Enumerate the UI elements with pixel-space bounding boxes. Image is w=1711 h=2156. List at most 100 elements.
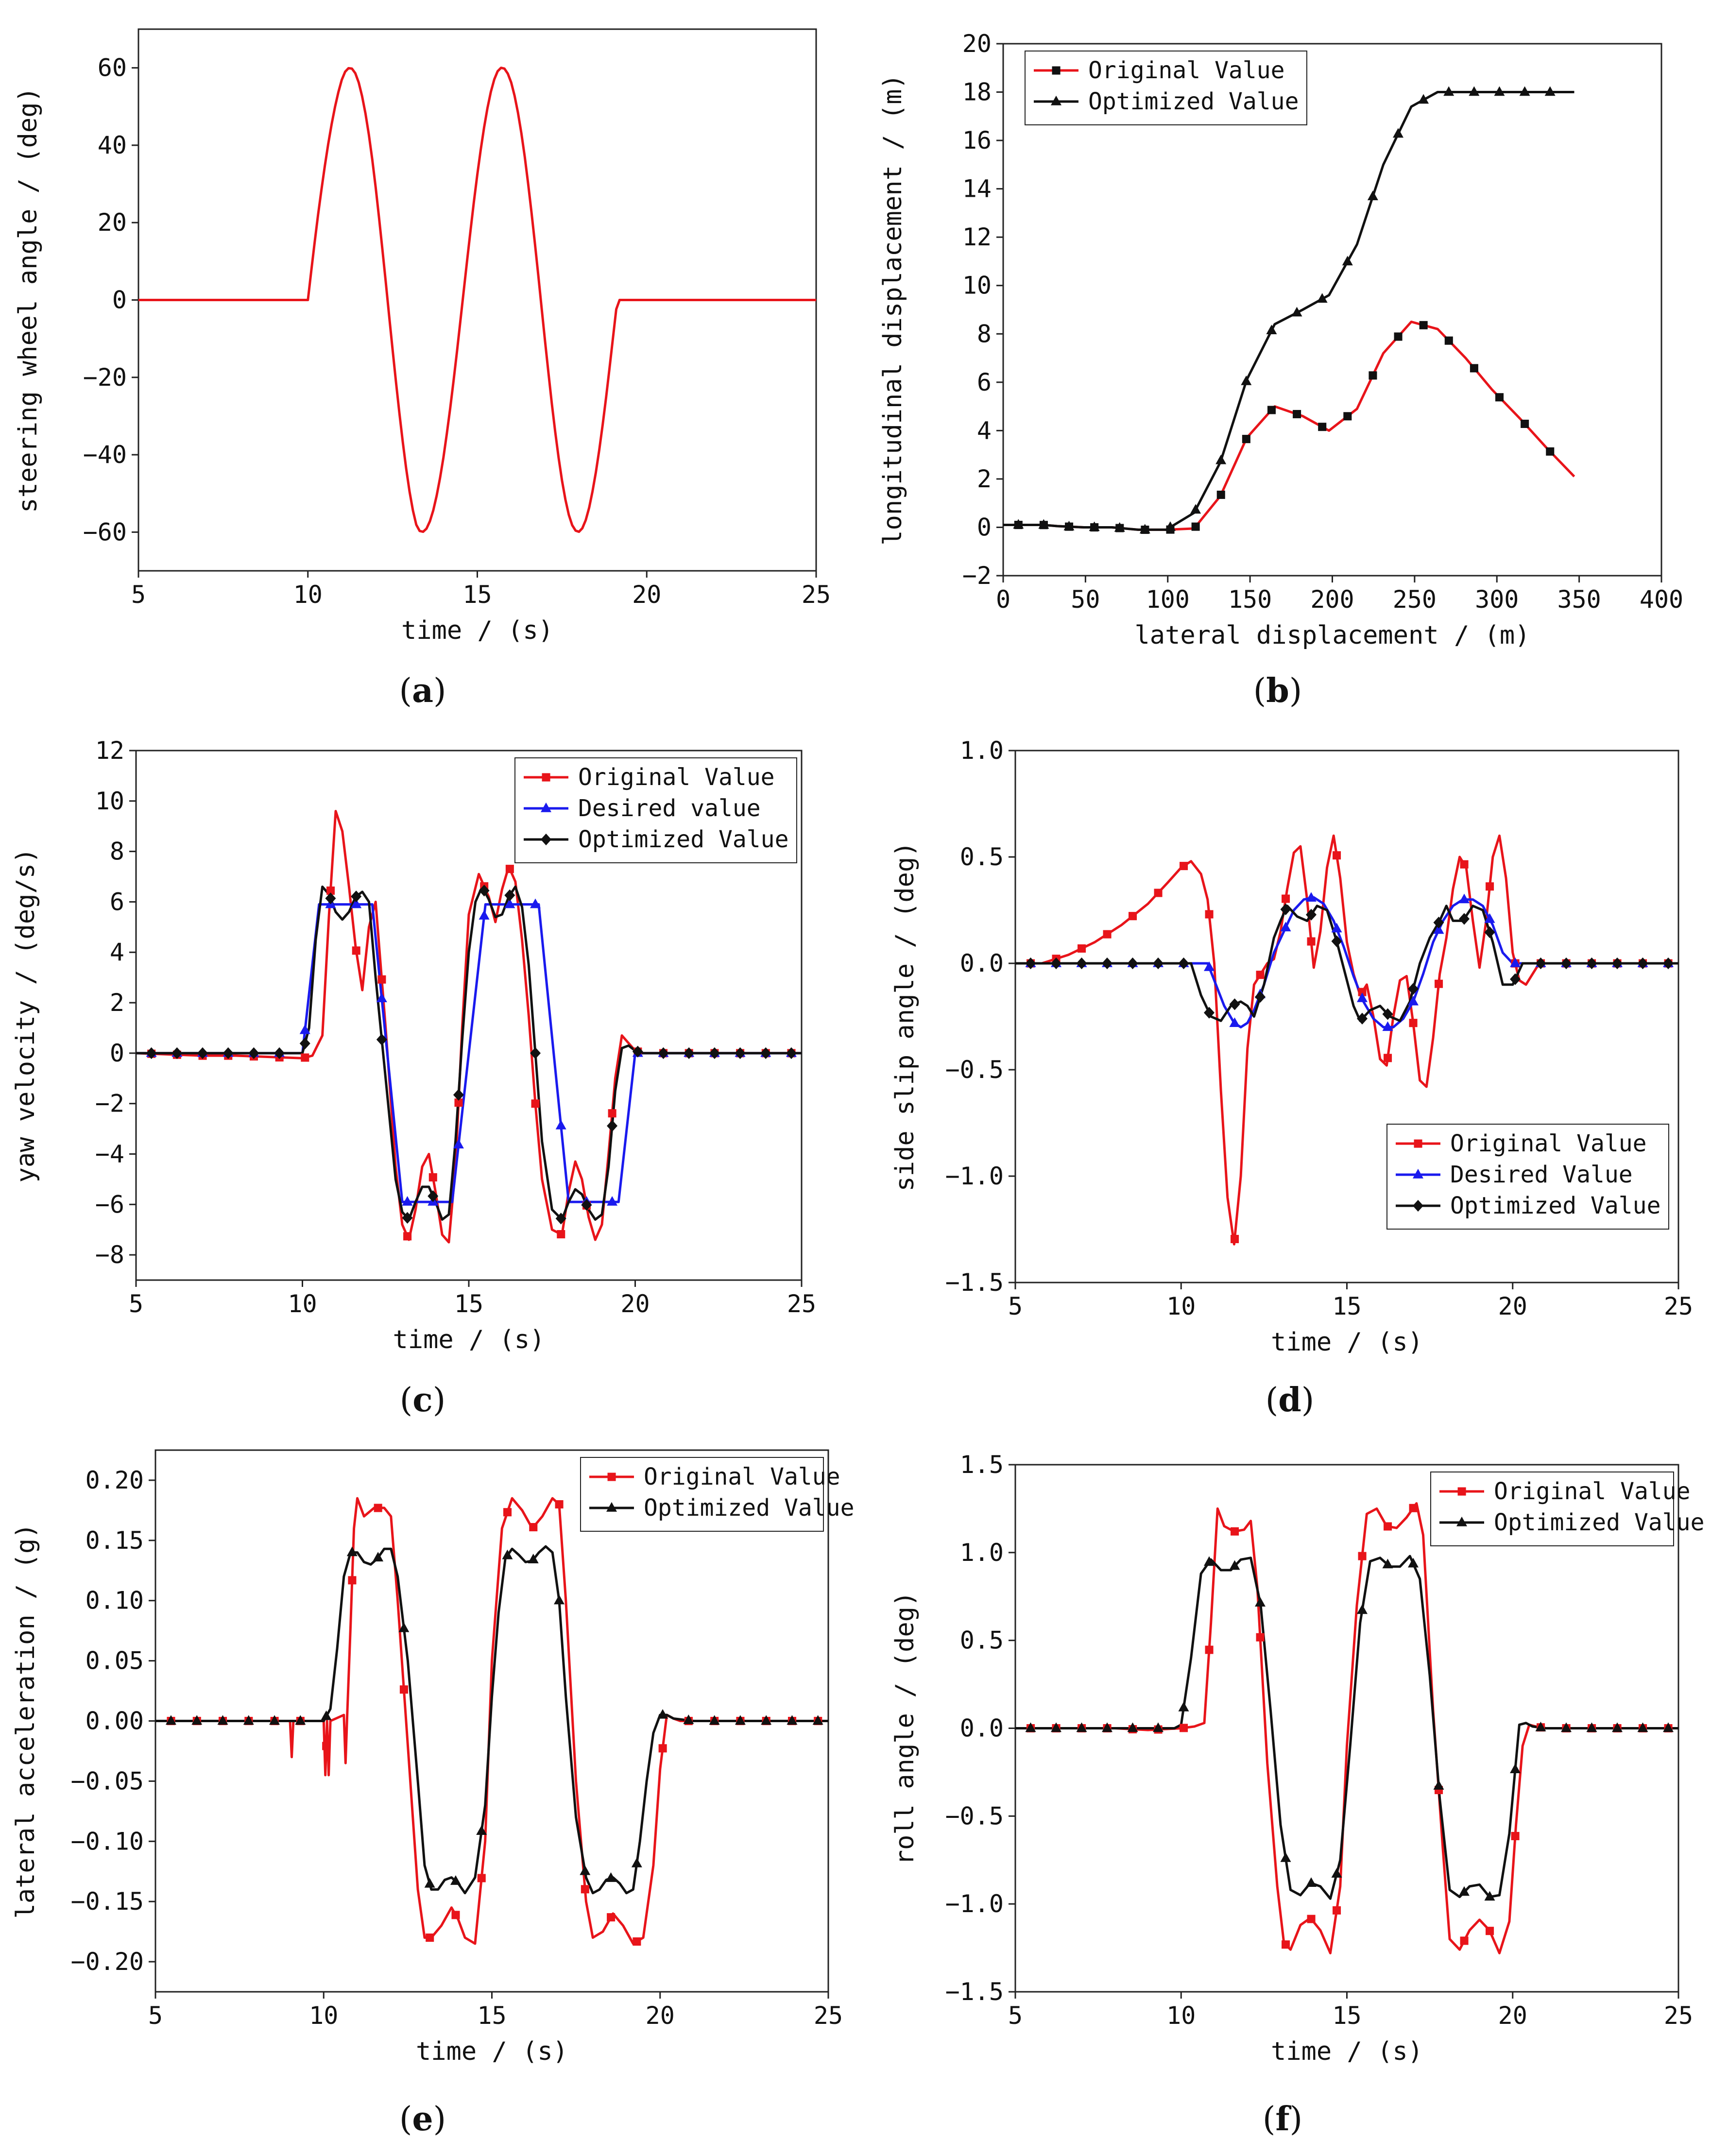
- y-tick-label: 6: [110, 888, 124, 916]
- y-axis-label: side slip angle / (deg): [890, 841, 920, 1191]
- data-point-marker: [1408, 983, 1419, 995]
- data-point-marker: [1394, 332, 1403, 341]
- x-axis-label: time / (s): [401, 616, 553, 645]
- series-line-optimized-value: [155, 1545, 828, 1895]
- data-point-marker: [1519, 86, 1530, 96]
- data-point-marker: [351, 898, 362, 908]
- data-point-marker: [325, 892, 336, 905]
- data-point-marker: [1306, 908, 1317, 921]
- data-point-marker: [1306, 1877, 1317, 1887]
- y-tick-label: −40: [83, 441, 127, 469]
- y-tick-label: −0.10: [70, 1827, 144, 1855]
- y-tick-label: −20: [83, 363, 127, 392]
- x-tick-label: 350: [1557, 585, 1601, 614]
- data-point-marker: [683, 1714, 694, 1724]
- data-point-marker: [1063, 520, 1075, 530]
- data-point-marker: [197, 1047, 208, 1059]
- legend-box: [1386, 1124, 1669, 1230]
- x-axis-label: lateral displacement / (m): [1135, 621, 1530, 650]
- series-line-optimized-value: [1003, 91, 1574, 531]
- data-point-marker: [1129, 912, 1137, 921]
- data-point-marker: [1459, 893, 1470, 904]
- data-point-marker: [1612, 1722, 1623, 1732]
- data-point-marker: [1180, 1724, 1188, 1732]
- x-tick-label: 25: [1664, 1292, 1693, 1320]
- series-group: [1015, 834, 1678, 1246]
- data-point-marker: [1241, 375, 1252, 385]
- x-tick-label: 300: [1475, 585, 1519, 614]
- data-point-marker: [531, 1099, 540, 1108]
- data-point-marker: [607, 1120, 618, 1132]
- legend-marker: [541, 833, 551, 846]
- data-point-marker: [1204, 1007, 1215, 1019]
- data-point-marker: [1384, 1522, 1392, 1531]
- data-point-marker: [450, 1875, 461, 1885]
- data-point-marker: [1470, 364, 1478, 373]
- series-line-desired-value: [136, 903, 802, 1203]
- data-point-marker: [351, 890, 362, 903]
- x-tick-label: 5: [1008, 2002, 1023, 2030]
- data-point-marker: [477, 1874, 486, 1882]
- data-point-marker: [274, 1047, 285, 1059]
- data-point-marker: [1342, 256, 1353, 266]
- y-axis-label: lateral acceleration / (g): [11, 1523, 40, 1919]
- data-point-marker: [1256, 1633, 1265, 1642]
- data-point-marker: [299, 1037, 310, 1049]
- data-point-marker: [1231, 1234, 1239, 1243]
- data-point-marker: [1229, 998, 1240, 1010]
- y-tick-label: −0.20: [70, 1948, 144, 1976]
- y-tick-label: −0.15: [70, 1887, 144, 1916]
- data-point-marker: [633, 1937, 641, 1946]
- legend-box: [514, 757, 797, 863]
- y-tick-label: 40: [98, 131, 127, 159]
- data-point-marker: [191, 1715, 203, 1725]
- y-axis-label: steering wheel angle / (deg): [14, 87, 43, 513]
- data-point-marker: [1459, 913, 1470, 925]
- legend-label: Optimized Value: [1088, 88, 1299, 115]
- data-point-marker: [1586, 1722, 1597, 1732]
- data-point-marker: [424, 1878, 435, 1888]
- data-point-marker: [403, 1232, 412, 1241]
- data-point-marker: [709, 1715, 720, 1725]
- data-point-marker: [1357, 1604, 1368, 1614]
- data-point-marker: [1178, 957, 1189, 970]
- data-point-marker: [1546, 447, 1555, 456]
- data-point-marker: [1204, 961, 1215, 971]
- y-tick-label: 12: [95, 736, 124, 765]
- chart-panel-c: 5 10 15 20 25 −8 −6 −4 −2 0 2 4 6 8 10 12 time / (s) yaw …: [11, 736, 816, 1420]
- series-line-steering-wheel-angle: [138, 67, 816, 533]
- chart-panel-f: 5 10 15 20 25 −1.5 −1.0 −0.5 0.0 0.5 1.0 1.5 time / …: [890, 1451, 1704, 2139]
- x-axis-label: time / (s): [393, 1325, 545, 1354]
- legend: Original Value Desired Value Optimized Val…: [1386, 1124, 1669, 1230]
- data-point-marker: [348, 1576, 357, 1585]
- x-tick-label: 20: [1498, 2002, 1527, 2030]
- data-point-marker: [1231, 1527, 1239, 1536]
- data-point-marker: [373, 1552, 384, 1562]
- data-point-marker: [1409, 1019, 1418, 1027]
- y-tick-label: 6: [977, 368, 992, 396]
- data-point-marker: [346, 1546, 358, 1557]
- y-tick-label: 10: [962, 272, 992, 300]
- y-tick-label: 0: [110, 1039, 124, 1067]
- data-point-marker: [554, 1594, 565, 1605]
- data-point-marker: [1025, 957, 1036, 970]
- legend: Original Value Optimized Value: [580, 1457, 854, 1532]
- y-tick-label: 0.20: [86, 1466, 144, 1494]
- data-point-marker: [735, 1715, 746, 1725]
- data-point-marker: [1444, 336, 1453, 345]
- data-point-marker: [1433, 1780, 1444, 1790]
- data-point-marker: [555, 1500, 564, 1509]
- panel-caption: (b): [1253, 671, 1302, 710]
- legend-label: Desired value: [578, 795, 761, 822]
- legend-label: Optimized Value: [578, 826, 788, 853]
- data-point-marker: [605, 1872, 616, 1882]
- y-tick-label: −6: [95, 1190, 124, 1218]
- x-tick-label: 15: [1332, 1292, 1361, 1320]
- data-point-marker: [1038, 519, 1049, 529]
- data-point-marker: [1357, 992, 1368, 1002]
- chart-panel-e: 5 10 15 20 25 −0.20 −0.15 −0.10 −0.05 0.00 0.05 0.1…: [11, 1449, 854, 2139]
- chart-panel-a: 5 10 15 20 25 −60 −40 −20 0 20 40 60 time / (s) steer…: [14, 28, 831, 710]
- y-tick-label: 4: [977, 416, 992, 445]
- series-line-desired-value: [1015, 896, 1678, 1028]
